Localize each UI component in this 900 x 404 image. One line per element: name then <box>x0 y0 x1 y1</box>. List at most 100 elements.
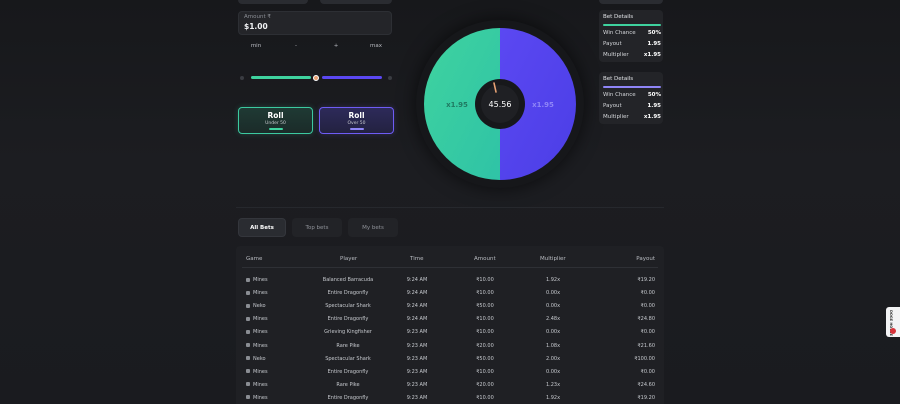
game-name: Mines <box>253 290 268 297</box>
cell-amount: ₹10.00 <box>476 316 494 323</box>
bets-table: Game Player Time Amount Multiplier Payou… <box>236 246 664 404</box>
multiplier-row: Multiplier x1.95 <box>603 52 661 58</box>
cell-amount: ₹10.00 <box>476 329 494 336</box>
cell-player: Rare Pike <box>336 342 360 349</box>
payout-label: Payout <box>603 103 622 109</box>
cell-game: Mines <box>246 369 268 375</box>
cell-player: Entire Dragonfly <box>327 394 369 401</box>
cell-payout: ₹0.00 <box>640 368 655 375</box>
roll-over-button[interactable]: Roll Over 50 <box>319 107 394 134</box>
slider-under-track[interactable] <box>251 76 311 79</box>
wheel-over-segment <box>500 28 576 180</box>
cell-player: Entire Dragonfly <box>327 290 369 297</box>
game-name: Mines <box>253 342 268 349</box>
table-row: Mines Grieving Kingfisher 9:23 AM ₹10.00 0.0… <box>236 326 664 339</box>
game-name: Mines <box>253 277 268 283</box>
slider-end-dot <box>388 76 392 80</box>
payout-value: 1.95 <box>647 41 661 47</box>
cell-payout: ₹0.00 <box>640 329 655 336</box>
cell-amount: ₹20.00 <box>476 342 494 349</box>
multiplier-label: Multiplier <box>603 114 629 120</box>
game-name: Mines <box>253 329 268 336</box>
payout-row: Payout 1.95 <box>603 41 661 47</box>
header-divider <box>242 267 658 268</box>
win-chance-value: 50% <box>647 30 661 36</box>
roll-under-title: Roll <box>267 111 284 121</box>
wheel-center-inner <box>481 85 519 123</box>
cell-payout: ₹24.60 <box>637 381 656 388</box>
cell-game: Mines <box>246 290 268 296</box>
cell-multiplier: 0.00x <box>545 329 561 336</box>
bet-details-card: Bet Details Win Chance 50% Payout 1.95 Mul… <box>599 72 663 124</box>
mines-game-icon <box>246 277 250 282</box>
roll-under-bar <box>268 128 283 130</box>
mines-game-icon <box>246 316 250 321</box>
cell-multiplier: 2.48x <box>545 316 561 323</box>
slider-start-dot <box>240 76 244 80</box>
cell-game: Mines <box>246 329 268 335</box>
header-player: Player <box>340 256 358 262</box>
cell-multiplier: 0.00x <box>545 303 561 310</box>
cell-amount: ₹50.00 <box>476 303 494 310</box>
decrease-button[interactable]: - <box>295 42 297 49</box>
cell-amount: ₹50.00 <box>476 355 494 362</box>
mines-game-icon <box>246 382 250 387</box>
multiplier-value: x1.95 <box>643 52 661 58</box>
win-chance-label: Win Chance <box>603 92 636 98</box>
tab-all-bets[interactable]: All Bets <box>238 218 286 237</box>
cell-time: 9:24 AM <box>406 303 428 310</box>
neko-game-icon <box>246 356 250 361</box>
cell-multiplier: 2.00x <box>545 355 561 362</box>
wheel-result: 45.56 <box>489 100 512 109</box>
roll-over-title: Roll <box>348 111 365 121</box>
win-chance-label: Win Chance <box>603 30 636 36</box>
table-header: Game Player Time Amount Multiplier Payou… <box>236 246 664 268</box>
slider-handle[interactable] <box>313 75 319 81</box>
side-badge-label: DOGE HOUSE <box>889 310 893 337</box>
game-name: Neko <box>253 355 266 362</box>
cell-time: 9:23 AM <box>406 355 428 362</box>
payout-value: 1.95 <box>647 103 661 109</box>
section-divider <box>236 207 664 208</box>
tab-top-bets[interactable]: Top bets <box>292 218 342 237</box>
cell-multiplier: 1.23x <box>545 381 561 388</box>
payout-row: Payout 1.95 <box>603 103 661 109</box>
top-panel-stub <box>320 0 392 4</box>
cell-payout: ₹24.80 <box>637 316 656 323</box>
cell-multiplier: 1.08x <box>545 342 561 349</box>
win-chance-row: Win Chance 50% <box>603 30 661 36</box>
mines-game-icon <box>246 329 250 334</box>
cell-player: Spectacular Shark <box>325 355 371 362</box>
slider-over-track[interactable] <box>322 76 382 79</box>
table-row: Mines Rare Pike 9:23 AM ₹20.00 1.23x ₹24.60 <box>236 379 664 392</box>
cell-amount: ₹10.00 <box>476 368 494 375</box>
cell-time: 9:24 AM <box>406 290 428 297</box>
cell-amount: ₹10.00 <box>476 394 494 401</box>
max-button[interactable]: max <box>370 42 382 49</box>
amount-value[interactable]: $1.00 <box>244 22 268 31</box>
table-row: Neko Spectacular Shark 9:23 AM ₹50.00 2.00x ₹… <box>236 353 664 366</box>
header-time: Time <box>410 256 424 262</box>
min-button[interactable]: min <box>250 42 262 49</box>
roll-under-button[interactable]: Roll Under 50 <box>238 107 313 134</box>
roll-over-subtitle: Over 50 <box>347 121 366 127</box>
increase-button[interactable]: + <box>333 42 339 49</box>
side-promo-badge[interactable]: DOGE HOUSE <box>886 307 900 337</box>
cell-game: Neko <box>246 303 266 309</box>
cell-game: Mines <box>246 277 268 283</box>
game-name: Mines <box>253 316 268 323</box>
cell-game: Neko <box>246 356 266 362</box>
mines-game-icon <box>246 343 250 347</box>
tab-my-bets[interactable]: My bets <box>348 218 398 237</box>
multiplier-value: x1.95 <box>643 114 661 120</box>
wheel-svg: 45.56 x1.95 x1.95 <box>424 28 576 180</box>
table-row: Mines Entire Dragonfly 9:24 AM ₹10.00 2.48x ₹… <box>236 313 664 326</box>
cell-multiplier: 0.00x <box>545 368 561 375</box>
multiplier-label: Multiplier <box>603 52 629 58</box>
cell-game: Mines <box>246 382 268 388</box>
cell-time: 9:23 AM <box>406 394 428 401</box>
cell-time: 9:23 AM <box>406 368 428 375</box>
cell-player: Entire Dragonfly <box>327 316 369 323</box>
cell-player: Rare Pike <box>336 381 360 388</box>
amount-input[interactable] <box>238 11 392 35</box>
